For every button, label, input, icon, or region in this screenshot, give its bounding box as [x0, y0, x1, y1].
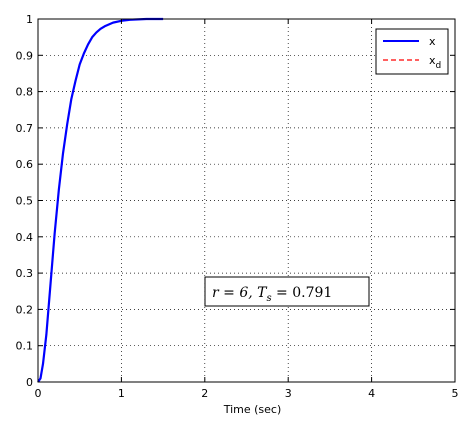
- x-tick-label: 1: [118, 387, 125, 400]
- x-tick-label: 2: [201, 387, 208, 400]
- y-tick-label: 1: [26, 13, 33, 26]
- y-tick-label: 0.2: [16, 303, 34, 316]
- x-tick-label: 5: [452, 387, 459, 400]
- annotation-frame: [204, 276, 370, 307]
- x-tick-label: 0: [35, 387, 42, 400]
- tick-labels: 0 1 2 3 4 5 0 0.1 0.2 0.3 0.4 0.5 0.6 0.7 0.8 0.9 1: [16, 13, 459, 400]
- y-tick-label: 0.7: [16, 122, 34, 135]
- series-layer: [37, 17, 164, 383]
- annotation-text: r = 6, Ts = 0.791: [212, 285, 332, 304]
- x-tick-label: 4: [368, 387, 375, 400]
- grid-lines: [38, 19, 455, 382]
- legend-box: [375, 28, 449, 75]
- y-tick-label: 0.3: [16, 267, 34, 280]
- x-tick-label: 3: [285, 387, 292, 400]
- y-tick-label: 0.4: [16, 231, 34, 244]
- y-tick-label: 0.9: [16, 49, 34, 62]
- legend: x xd: [375, 28, 449, 75]
- y-tick-label: 0.8: [16, 86, 34, 99]
- ticks: [37, 18, 456, 383]
- annotation-box: r = 6, Ts = 0.791: [204, 276, 370, 307]
- x-axis-label: Time (sec): [223, 403, 282, 416]
- legend-label-x: x: [429, 35, 436, 48]
- y-tick-label: 0.1: [16, 340, 34, 353]
- y-tick-label: 0.5: [16, 195, 34, 208]
- y-tick-label: 0.6: [16, 158, 34, 171]
- y-tick-label: 0: [26, 376, 33, 389]
- series-line-x: [37, 17, 164, 383]
